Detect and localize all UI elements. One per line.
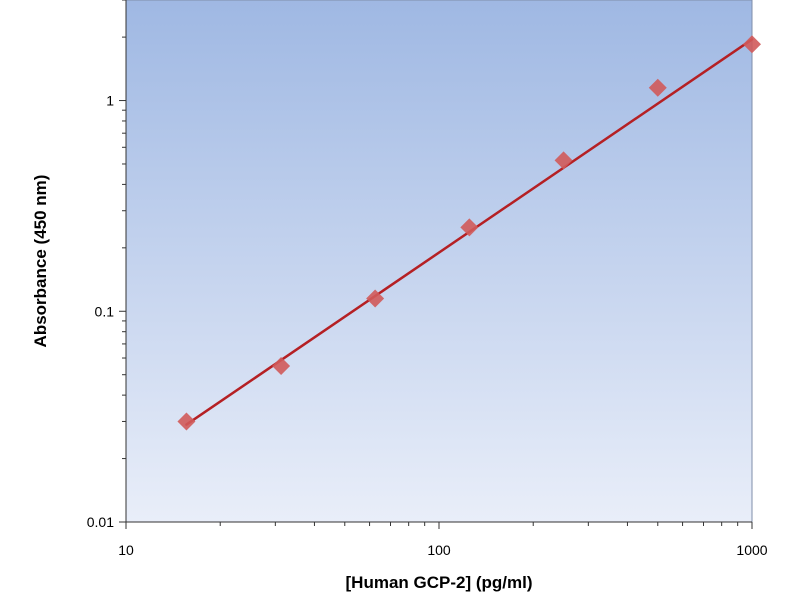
x-tick-label: 10 (118, 542, 134, 558)
data-point (554, 151, 573, 170)
y-tick-label: 1 (106, 93, 114, 109)
y-tick-label: 0.01 (87, 514, 114, 530)
data-point (460, 218, 479, 237)
data-point (743, 35, 761, 54)
plot-area (125, 0, 753, 523)
data-points (177, 35, 761, 431)
axis-ticks (119, 0, 753, 529)
data-point (648, 78, 667, 97)
axis-tick-labels: 0.01 0.1 1 10 100 1000 (87, 93, 768, 558)
data-point (366, 289, 385, 308)
x-tick-label: 1000 (736, 542, 767, 558)
y-axis-title: Absorbance (450 nm) (31, 175, 50, 348)
y-tick-label: 0.1 (95, 303, 115, 319)
x-axis-title: [Human GCP-2] (pg/ml) (346, 573, 533, 592)
x-tick-label: 100 (427, 542, 451, 558)
data-point (177, 412, 196, 431)
data-point (272, 356, 291, 375)
